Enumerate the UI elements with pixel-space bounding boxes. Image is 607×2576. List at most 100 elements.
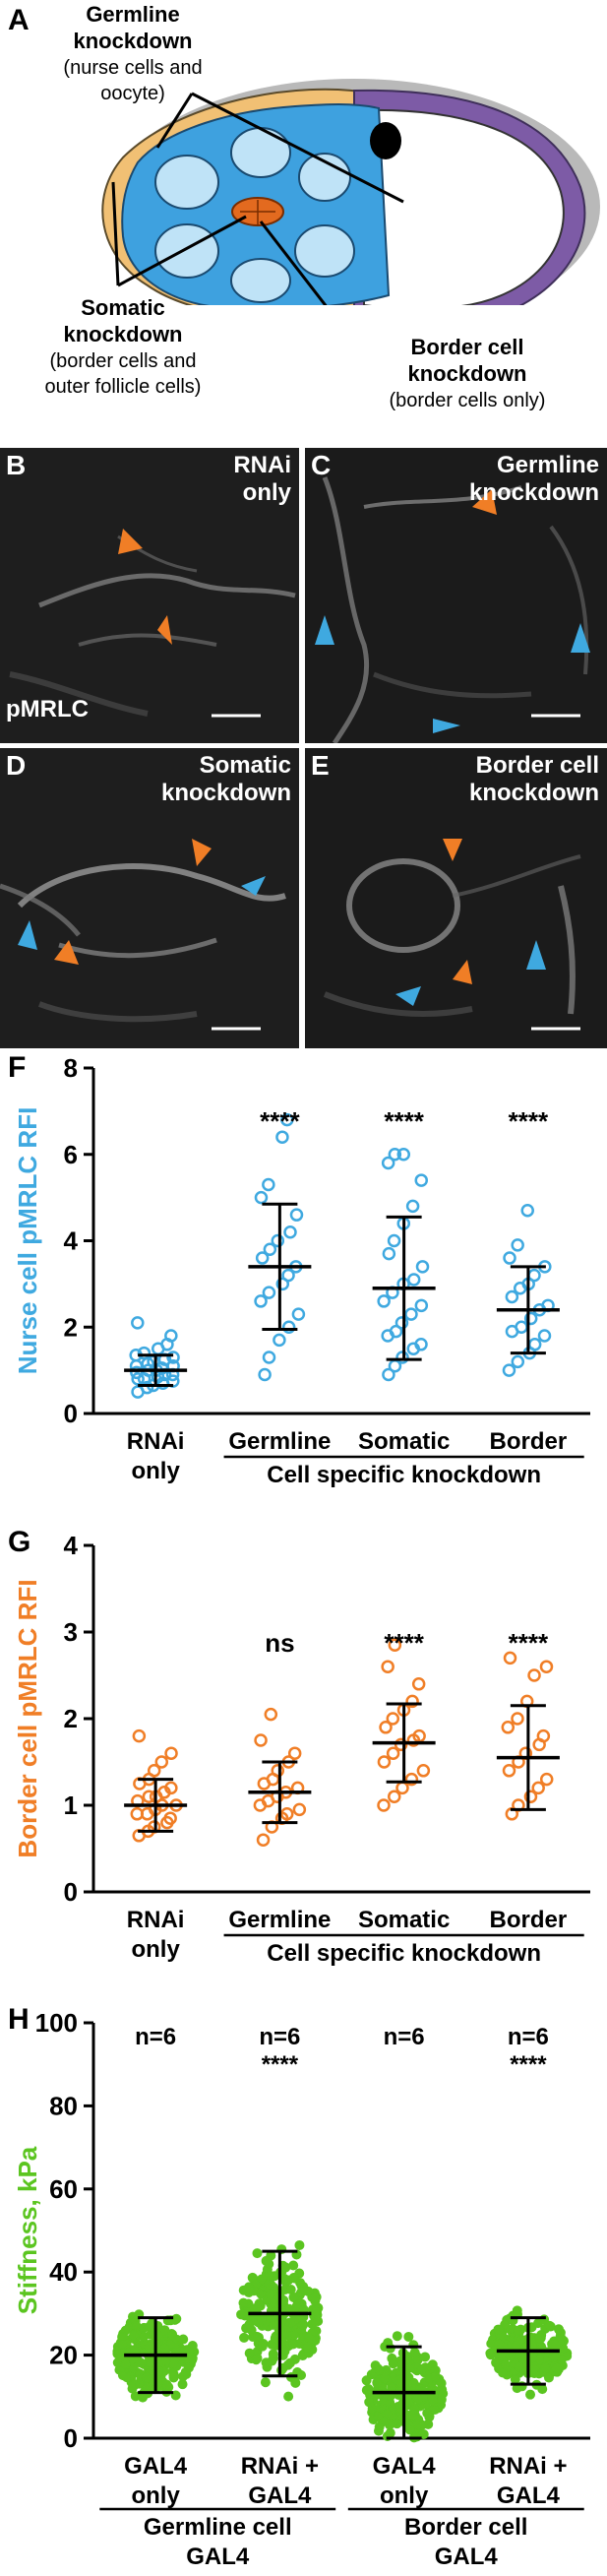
data-point bbox=[511, 1238, 524, 1252]
data-point bbox=[396, 1148, 411, 1162]
data-point bbox=[180, 2366, 191, 2377]
data-point bbox=[527, 1268, 541, 1283]
data-point bbox=[405, 1694, 419, 1709]
n-label: n=6 bbox=[384, 2024, 425, 2050]
data-point bbox=[395, 1316, 409, 1330]
data-point bbox=[313, 2316, 324, 2327]
nucleus bbox=[154, 223, 219, 279]
somatic-callout: Somatic knockdown (border cells and oute… bbox=[44, 295, 202, 398]
data-point bbox=[505, 1289, 519, 1304]
data-point bbox=[377, 1294, 391, 1308]
data-point bbox=[536, 1728, 551, 1743]
data-point bbox=[416, 1764, 431, 1778]
x-tick-label: RNAi + bbox=[241, 2453, 319, 2480]
data-point bbox=[407, 2411, 418, 2421]
data-point bbox=[280, 1112, 294, 1127]
x-tick-label: only bbox=[131, 1936, 180, 1963]
x-tick-label: Somatic bbox=[358, 1907, 450, 1933]
germline-pointer bbox=[155, 93, 194, 149]
data-point bbox=[163, 1811, 177, 1825]
data-point bbox=[404, 1772, 419, 1787]
data-point bbox=[129, 2330, 140, 2341]
data-point bbox=[409, 2347, 420, 2357]
data-point bbox=[531, 1781, 545, 1795]
data-point bbox=[436, 2394, 447, 2405]
data-point bbox=[501, 1721, 516, 1734]
data-point bbox=[311, 2306, 322, 2317]
data-point bbox=[117, 2370, 128, 2381]
data-point bbox=[551, 2362, 562, 2373]
data-point bbox=[395, 1351, 409, 1364]
data-point bbox=[252, 2353, 263, 2363]
x-tick-label: Somatic bbox=[358, 1428, 450, 1455]
data-point bbox=[512, 2325, 522, 2336]
data-point bbox=[289, 1208, 304, 1222]
data-point bbox=[373, 2411, 384, 2421]
data-point bbox=[138, 2392, 149, 2403]
micrograph-b: B RNAi only pMRLC bbox=[0, 448, 299, 743]
data-point bbox=[404, 2424, 415, 2435]
data-point bbox=[279, 2274, 290, 2285]
data-point bbox=[388, 1638, 402, 1652]
data-point bbox=[430, 2371, 441, 2382]
data-point bbox=[392, 2331, 402, 2342]
data-point bbox=[154, 1755, 169, 1769]
data-point bbox=[416, 2363, 427, 2374]
significance-label: ns bbox=[265, 1628, 294, 1658]
data-point bbox=[166, 1351, 180, 1364]
data-point bbox=[527, 1338, 542, 1351]
data-point bbox=[254, 1294, 268, 1308]
data-point bbox=[257, 2341, 268, 2352]
data-point bbox=[550, 2339, 561, 2350]
data-point bbox=[429, 2405, 440, 2416]
data-point bbox=[120, 2358, 131, 2369]
data-point bbox=[130, 1365, 144, 1380]
x-tick-label: GAL4 bbox=[124, 2453, 188, 2480]
data-point bbox=[261, 2255, 272, 2266]
data-point bbox=[411, 1677, 426, 1691]
data-point bbox=[284, 2357, 295, 2368]
data-point bbox=[254, 1190, 269, 1205]
data-point bbox=[238, 2297, 249, 2308]
data-point bbox=[261, 2357, 272, 2368]
group-label: GAL4 bbox=[186, 2544, 250, 2570]
data-point bbox=[302, 2342, 313, 2353]
significance-label: **** bbox=[384, 1628, 424, 1658]
data-point bbox=[394, 1737, 408, 1752]
data-point bbox=[539, 1772, 554, 1787]
data-point bbox=[544, 2320, 555, 2331]
y-axis-label: Stiffness, kPa bbox=[13, 2146, 42, 2314]
panel-f-letter: F bbox=[8, 1051, 27, 1084]
data-point bbox=[388, 1148, 402, 1162]
germline-callout: Germline knockdown (nurse cells and oocy… bbox=[63, 2, 203, 104]
x-tick-label: RNAi + bbox=[489, 2453, 567, 2480]
data-point bbox=[427, 2395, 438, 2406]
data-point bbox=[540, 2362, 551, 2373]
data-point bbox=[187, 2355, 198, 2365]
panel-h-letter: H bbox=[8, 2003, 30, 2036]
data-point bbox=[280, 1807, 294, 1821]
data-point bbox=[385, 2427, 395, 2438]
data-point bbox=[264, 1707, 278, 1722]
data-point bbox=[485, 2350, 496, 2360]
data-point bbox=[170, 2390, 181, 2401]
border-callout: Border cell knockdown (border cells only… bbox=[389, 335, 546, 411]
group-label: Germline cell bbox=[144, 2514, 292, 2541]
data-point bbox=[264, 2279, 274, 2290]
group-label: Cell specific knockdown bbox=[267, 1462, 541, 1488]
y-axis-label: Nurse cell pMRLC RFI bbox=[13, 1107, 42, 1375]
x-tick-label: only bbox=[380, 2482, 429, 2509]
x-tick-label: RNAi bbox=[127, 1428, 185, 1455]
data-point bbox=[255, 1251, 270, 1265]
border-pointer bbox=[259, 220, 328, 305]
somatic-pointer bbox=[117, 215, 247, 287]
y-tick-label: 8 bbox=[64, 1053, 78, 1083]
data-point bbox=[381, 1660, 395, 1673]
data-point bbox=[403, 2397, 414, 2408]
y-tick-label: 100 bbox=[35, 2008, 78, 2038]
data-point bbox=[388, 2358, 398, 2369]
data-point bbox=[137, 1346, 152, 1360]
data-point bbox=[298, 2319, 309, 2330]
nucleus bbox=[298, 153, 351, 202]
